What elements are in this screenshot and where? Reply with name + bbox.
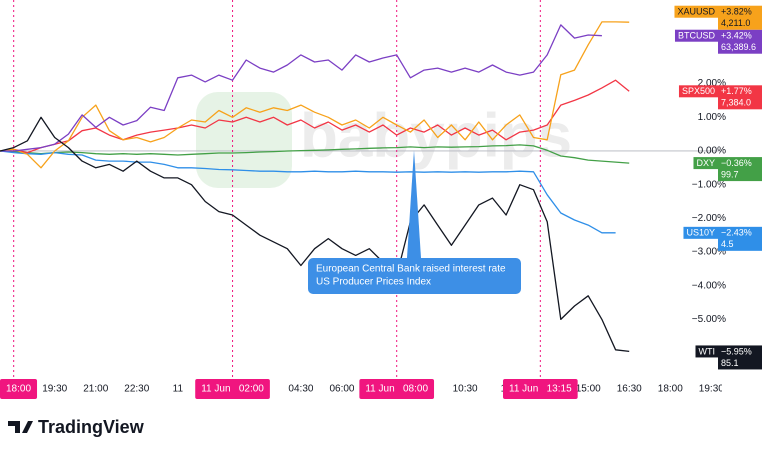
x-tick-label: 16:30 <box>617 384 642 395</box>
event-label-text: 11 Jun 08:00 <box>365 384 428 395</box>
annotation-pointer <box>407 150 421 258</box>
watermark-logo <box>196 92 292 188</box>
badge-value-bg <box>718 5 762 30</box>
y-tick-label: −5.00% <box>692 314 726 325</box>
brand-logo <box>8 421 33 433</box>
badge-value-bg <box>718 157 762 182</box>
event-label: 11 Jun 08:00 <box>359 379 435 399</box>
y-tick-label: 1.00% <box>698 112 726 123</box>
series-price: 63,389.6 <box>721 42 756 52</box>
series-badge: XAUUSD +3.82%4,211.0 <box>674 5 762 30</box>
y-tick-label: −2.00% <box>692 213 726 224</box>
annotation-text: European Central Bank raised interest ra… <box>316 264 506 275</box>
badge-name-bg <box>695 345 718 358</box>
event-label: 11 Jun 02:00 <box>195 379 270 399</box>
series-price: 7,384.0 <box>721 98 751 108</box>
y-tick-label: 2.00% <box>698 78 726 89</box>
legend-label: DXY <box>696 158 715 168</box>
series-price: 85.1 <box>721 358 739 368</box>
event-label-text: 11 Jun 02:00 <box>201 384 264 395</box>
series-badge: SPX500 +1.77% 7,384.0 <box>678 85 762 110</box>
annotation: European Central Bank raised interest ra… <box>308 150 521 294</box>
event-label: 18:00 <box>0 379 38 399</box>
series-badge: BTCUSD +3.42%63,389.6 <box>674 29 762 54</box>
badge-name-bg <box>674 5 718 18</box>
badge-value-bg <box>718 29 762 54</box>
series-badge: DXY −0.36%99.7 <box>693 157 762 182</box>
series-badge: US10Y −2.43%4.5 <box>683 226 762 251</box>
x-tick-label: 19:30 <box>699 384 724 395</box>
axes: 2.00% 1.00% 0.00% −1.00% −2.00% −3.00% −4.00% −… <box>0 78 726 399</box>
footer: TradingView <box>8 417 145 437</box>
badge-value-bg <box>718 85 762 110</box>
x-tick-label: 04:30 <box>288 384 313 395</box>
plot-area <box>0 0 722 380</box>
y-tick-label: 0.00% <box>698 146 726 157</box>
event-label-bg <box>359 379 435 399</box>
y-tick-label: −3.00% <box>692 247 726 258</box>
y-tick-label: −4.00% <box>692 280 726 291</box>
y-tick-label: −1.00% <box>692 179 726 190</box>
series-badge: WTI −5.95% 85.1 <box>695 345 762 370</box>
legend-label: XAUUSD <box>677 7 715 17</box>
event-label-text: 18:00 <box>6 384 31 395</box>
event-label: 11 Jun 13:15 <box>503 379 578 399</box>
x-tick-label: 06:00 <box>329 384 354 395</box>
x-tick-label: 22:30 <box>124 384 149 395</box>
x-tick-label: 21:00 <box>83 384 108 395</box>
annotation-text: US Producer Prices Index <box>316 277 431 288</box>
series-line <box>0 116 630 353</box>
x-tick-label: 15:00 <box>576 384 601 395</box>
event-label-text: 11 Jun 13:15 <box>509 384 572 395</box>
event-label-bg <box>0 379 38 399</box>
annotation-box <box>308 258 521 294</box>
legend-label: BTCUSD <box>678 31 716 41</box>
series-labels: WTI −5.95% 85.1 US10Y −2.43%4.5 DXY −0.36%99.7… <box>674 5 762 370</box>
series-line <box>0 150 616 234</box>
badge-name-bg <box>693 157 718 170</box>
series-price: 99.7 <box>721 169 739 179</box>
x-tick-label: 19:30 <box>42 384 67 395</box>
series-change: +3.42% <box>721 31 752 41</box>
series-line <box>0 79 630 154</box>
badge-name-bg <box>683 226 718 239</box>
brand-name: TradingView <box>38 417 145 437</box>
legend-label: WTI <box>699 346 716 356</box>
watermark: babypips <box>196 92 572 188</box>
badge-name-bg <box>674 29 718 42</box>
series-change: −2.43% <box>721 228 752 238</box>
series-line <box>0 144 630 164</box>
series-price: 4,211.0 <box>721 18 750 28</box>
x-tick-label: 10:30 <box>453 384 478 395</box>
series-change: −5.95% <box>721 346 752 356</box>
badge-value-bg <box>718 345 762 370</box>
legend-label: US10Y <box>686 228 715 238</box>
x-tick-label: 11 <box>173 384 184 395</box>
event-label-bg <box>195 379 270 399</box>
badge-value-bg <box>718 226 762 251</box>
series-line <box>0 21 630 169</box>
series-change: +3.82% <box>721 7 752 17</box>
series-change: +1.77% <box>721 86 752 96</box>
event-label-bg <box>503 379 578 399</box>
x-tick-label: 18:00 <box>658 384 683 395</box>
series-price: 4.5 <box>721 239 734 249</box>
series-change: −0.36% <box>721 158 752 168</box>
legend-label: SPX500 <box>682 86 715 96</box>
badge-name-bg <box>678 85 718 98</box>
series-line <box>0 24 602 152</box>
